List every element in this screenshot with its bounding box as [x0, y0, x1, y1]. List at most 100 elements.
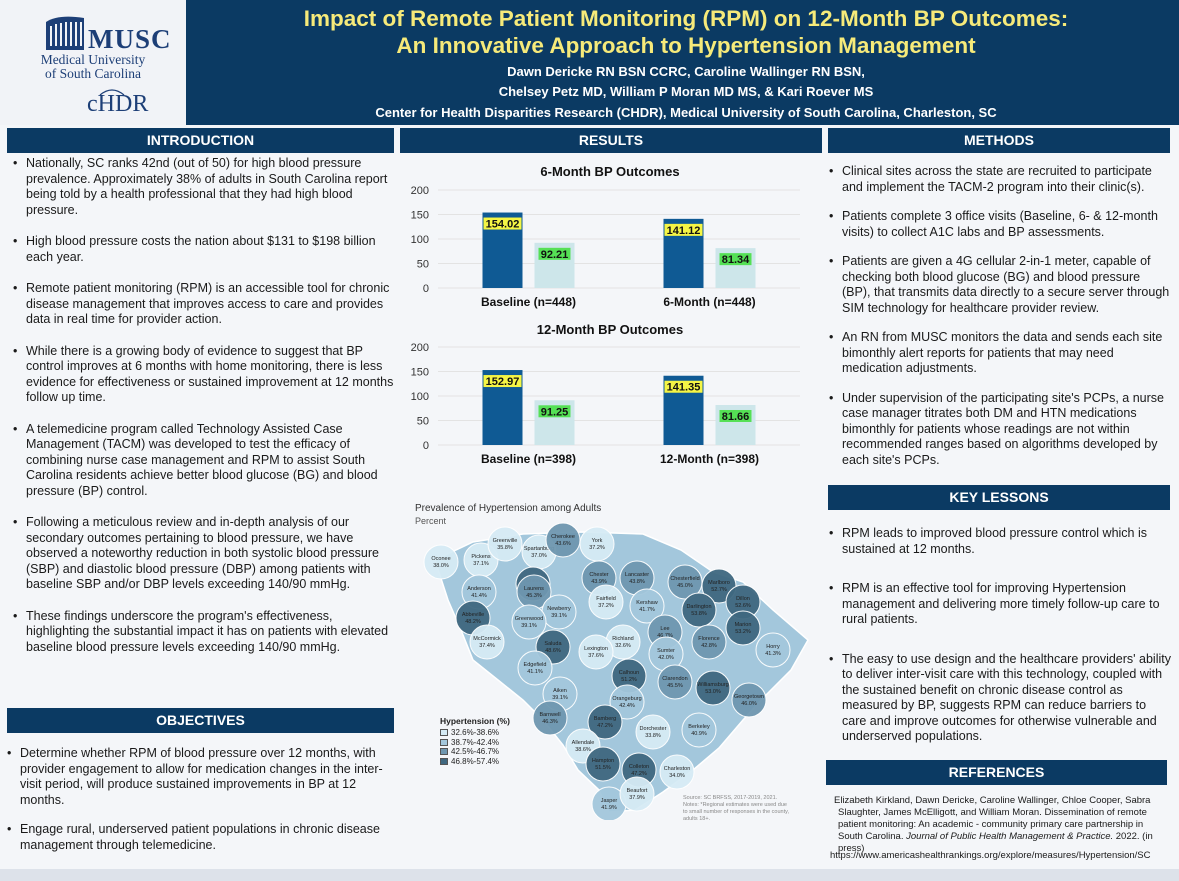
county-value: 42.4%	[619, 703, 635, 709]
county-name: McCormick	[473, 636, 501, 642]
county-name: Edgefield	[524, 662, 547, 668]
county-shape	[659, 754, 695, 790]
legend-label: 38.7%-42.4%	[451, 737, 500, 747]
map-source-note: Source: SC BRFSS, 2017-2019, 2021. Notes…	[683, 795, 789, 822]
county-shape	[469, 624, 505, 660]
county-value: 32.6%	[615, 643, 631, 649]
legend-title: Hypertension (%)	[440, 716, 510, 726]
county-name: Florence	[698, 636, 719, 642]
county-value: 37.2%	[589, 545, 605, 551]
citation-authors: Elizabeth Kirkland, Dawn Dericke, Caroli…	[834, 795, 1151, 842]
county-value: 38.0%	[433, 563, 449, 569]
county-shape	[487, 526, 523, 562]
county-name: Lexington	[584, 646, 608, 652]
county-name: Beaufort	[627, 788, 648, 794]
county-shape	[731, 682, 767, 718]
county-shape	[511, 604, 547, 640]
county-value: 41.7%	[639, 607, 655, 613]
authors-line-2: Chelsey Petz MD, William P Moran MD MS, …	[498, 84, 874, 99]
methods-list: Clinical sites across the state are recr…	[826, 164, 1171, 468]
introduction-item: These findings underscore the program's …	[10, 609, 396, 656]
authors-line-1: Dawn Dericke RN BSN CCRC, Caroline Walli…	[507, 64, 865, 79]
county-name: Richland	[612, 636, 633, 642]
chdr-logo: cHDR	[87, 91, 149, 117]
county-name: York	[592, 538, 603, 544]
county-shape	[755, 632, 791, 668]
county-shape	[691, 624, 727, 660]
legend-swatch	[440, 729, 448, 737]
county-name: Anderson	[467, 586, 491, 592]
poster-title-line-1: Impact of Remote Patient Monitoring (RPM…	[303, 6, 1069, 31]
logo-line-2: of South Carolina	[45, 66, 141, 81]
county-name: Cherokee	[551, 534, 575, 540]
county-name: Sumter	[657, 648, 675, 654]
county-name: Williamsburg	[697, 682, 728, 688]
county-value: 46.0%	[741, 701, 757, 707]
county-shape	[695, 670, 731, 706]
county-value: 46.7%	[657, 633, 673, 639]
county-value: 48.2%	[465, 619, 481, 625]
county-value: 42.8%	[701, 643, 717, 649]
county-value: 33.8%	[645, 733, 661, 739]
county-name: Kershaw	[636, 600, 657, 606]
county-value: 45.5%	[667, 683, 683, 689]
county-shape	[588, 584, 624, 620]
y-tick-label: 200	[411, 342, 429, 354]
county-name: Georgetown	[734, 694, 764, 700]
county-shape	[725, 610, 761, 646]
introduction-item: High blood pressure costs the nation abo…	[10, 234, 396, 265]
introduction-item: Remote patient monitoring (RPM) is an ac…	[10, 281, 396, 328]
category-label: 12-Month (n=398)	[660, 452, 759, 466]
chart1-title: 6-Month BP Outcomes	[540, 164, 680, 179]
y-tick-label: 150	[411, 367, 429, 379]
county-value: 39.1%	[521, 623, 537, 629]
legend-item: 42.5%-46.7%	[440, 747, 510, 757]
county-value: 41.4%	[471, 593, 487, 599]
county-name: Clarendon	[662, 676, 687, 682]
county-value: 41.1%	[527, 669, 543, 675]
county-name: Lancaster	[625, 572, 649, 578]
legend-swatch	[440, 738, 448, 746]
county-shape	[587, 704, 623, 740]
key-lessons-list: RPM leads to improved blood pressure con…	[826, 526, 1171, 745]
county-name: Dorchester	[640, 726, 667, 732]
county-value: 46.3%	[542, 719, 558, 725]
county-name: Allendale	[572, 740, 595, 746]
data-label: 81.66	[722, 411, 750, 423]
county-name: Bamberg	[594, 716, 616, 722]
county-name: Pickens	[471, 554, 491, 560]
data-label-bg	[719, 409, 752, 422]
county-name: Dillon	[736, 596, 750, 602]
musc-logo: MUSC Medical University of South Carolin…	[0, 0, 186, 125]
county-value: 45.0%	[677, 583, 693, 589]
county-name: Darlington	[686, 604, 711, 610]
map-title: Prevalence of Hypertension among Adults	[415, 503, 602, 514]
legend-label: 32.6%-38.6%	[451, 728, 500, 738]
chart2-title: 12-Month BP Outcomes	[536, 322, 684, 337]
county-value: 37.2%	[598, 603, 614, 609]
county-value: 37.0%	[531, 553, 547, 559]
reference-link[interactable]: https://www.americashealthrankings.org/e…	[830, 850, 1151, 861]
y-tick-label: 50	[417, 416, 429, 428]
county-name: Greenwood	[515, 616, 543, 622]
county-name: Chester	[589, 572, 608, 578]
introduction-list: Nationally, SC ranks 42nd (out of 50) fo…	[10, 156, 396, 655]
building-icon	[46, 16, 84, 50]
county-name: Charleston	[664, 766, 691, 772]
data-label: 154.02	[486, 219, 520, 231]
objective-item: Determine whether RPM of blood pressure …	[4, 746, 396, 808]
county-shape	[609, 684, 645, 720]
county-shape	[541, 594, 577, 630]
data-label: 92.21	[541, 249, 569, 261]
references-heading: REFERENCES	[826, 760, 1167, 785]
data-label: 152.97	[486, 376, 520, 388]
methods-heading: METHODS	[828, 128, 1170, 153]
objectives-list: Determine whether RPM of blood pressure …	[4, 746, 396, 853]
introduction-item: Following a meticulous review and in-dep…	[10, 515, 396, 593]
county-name: Orangeburg	[612, 696, 641, 702]
county-shape	[517, 650, 553, 686]
county-name: Calhoun	[619, 670, 640, 676]
county-name: Colleton	[629, 764, 649, 770]
county-value: 39.1%	[552, 695, 568, 701]
